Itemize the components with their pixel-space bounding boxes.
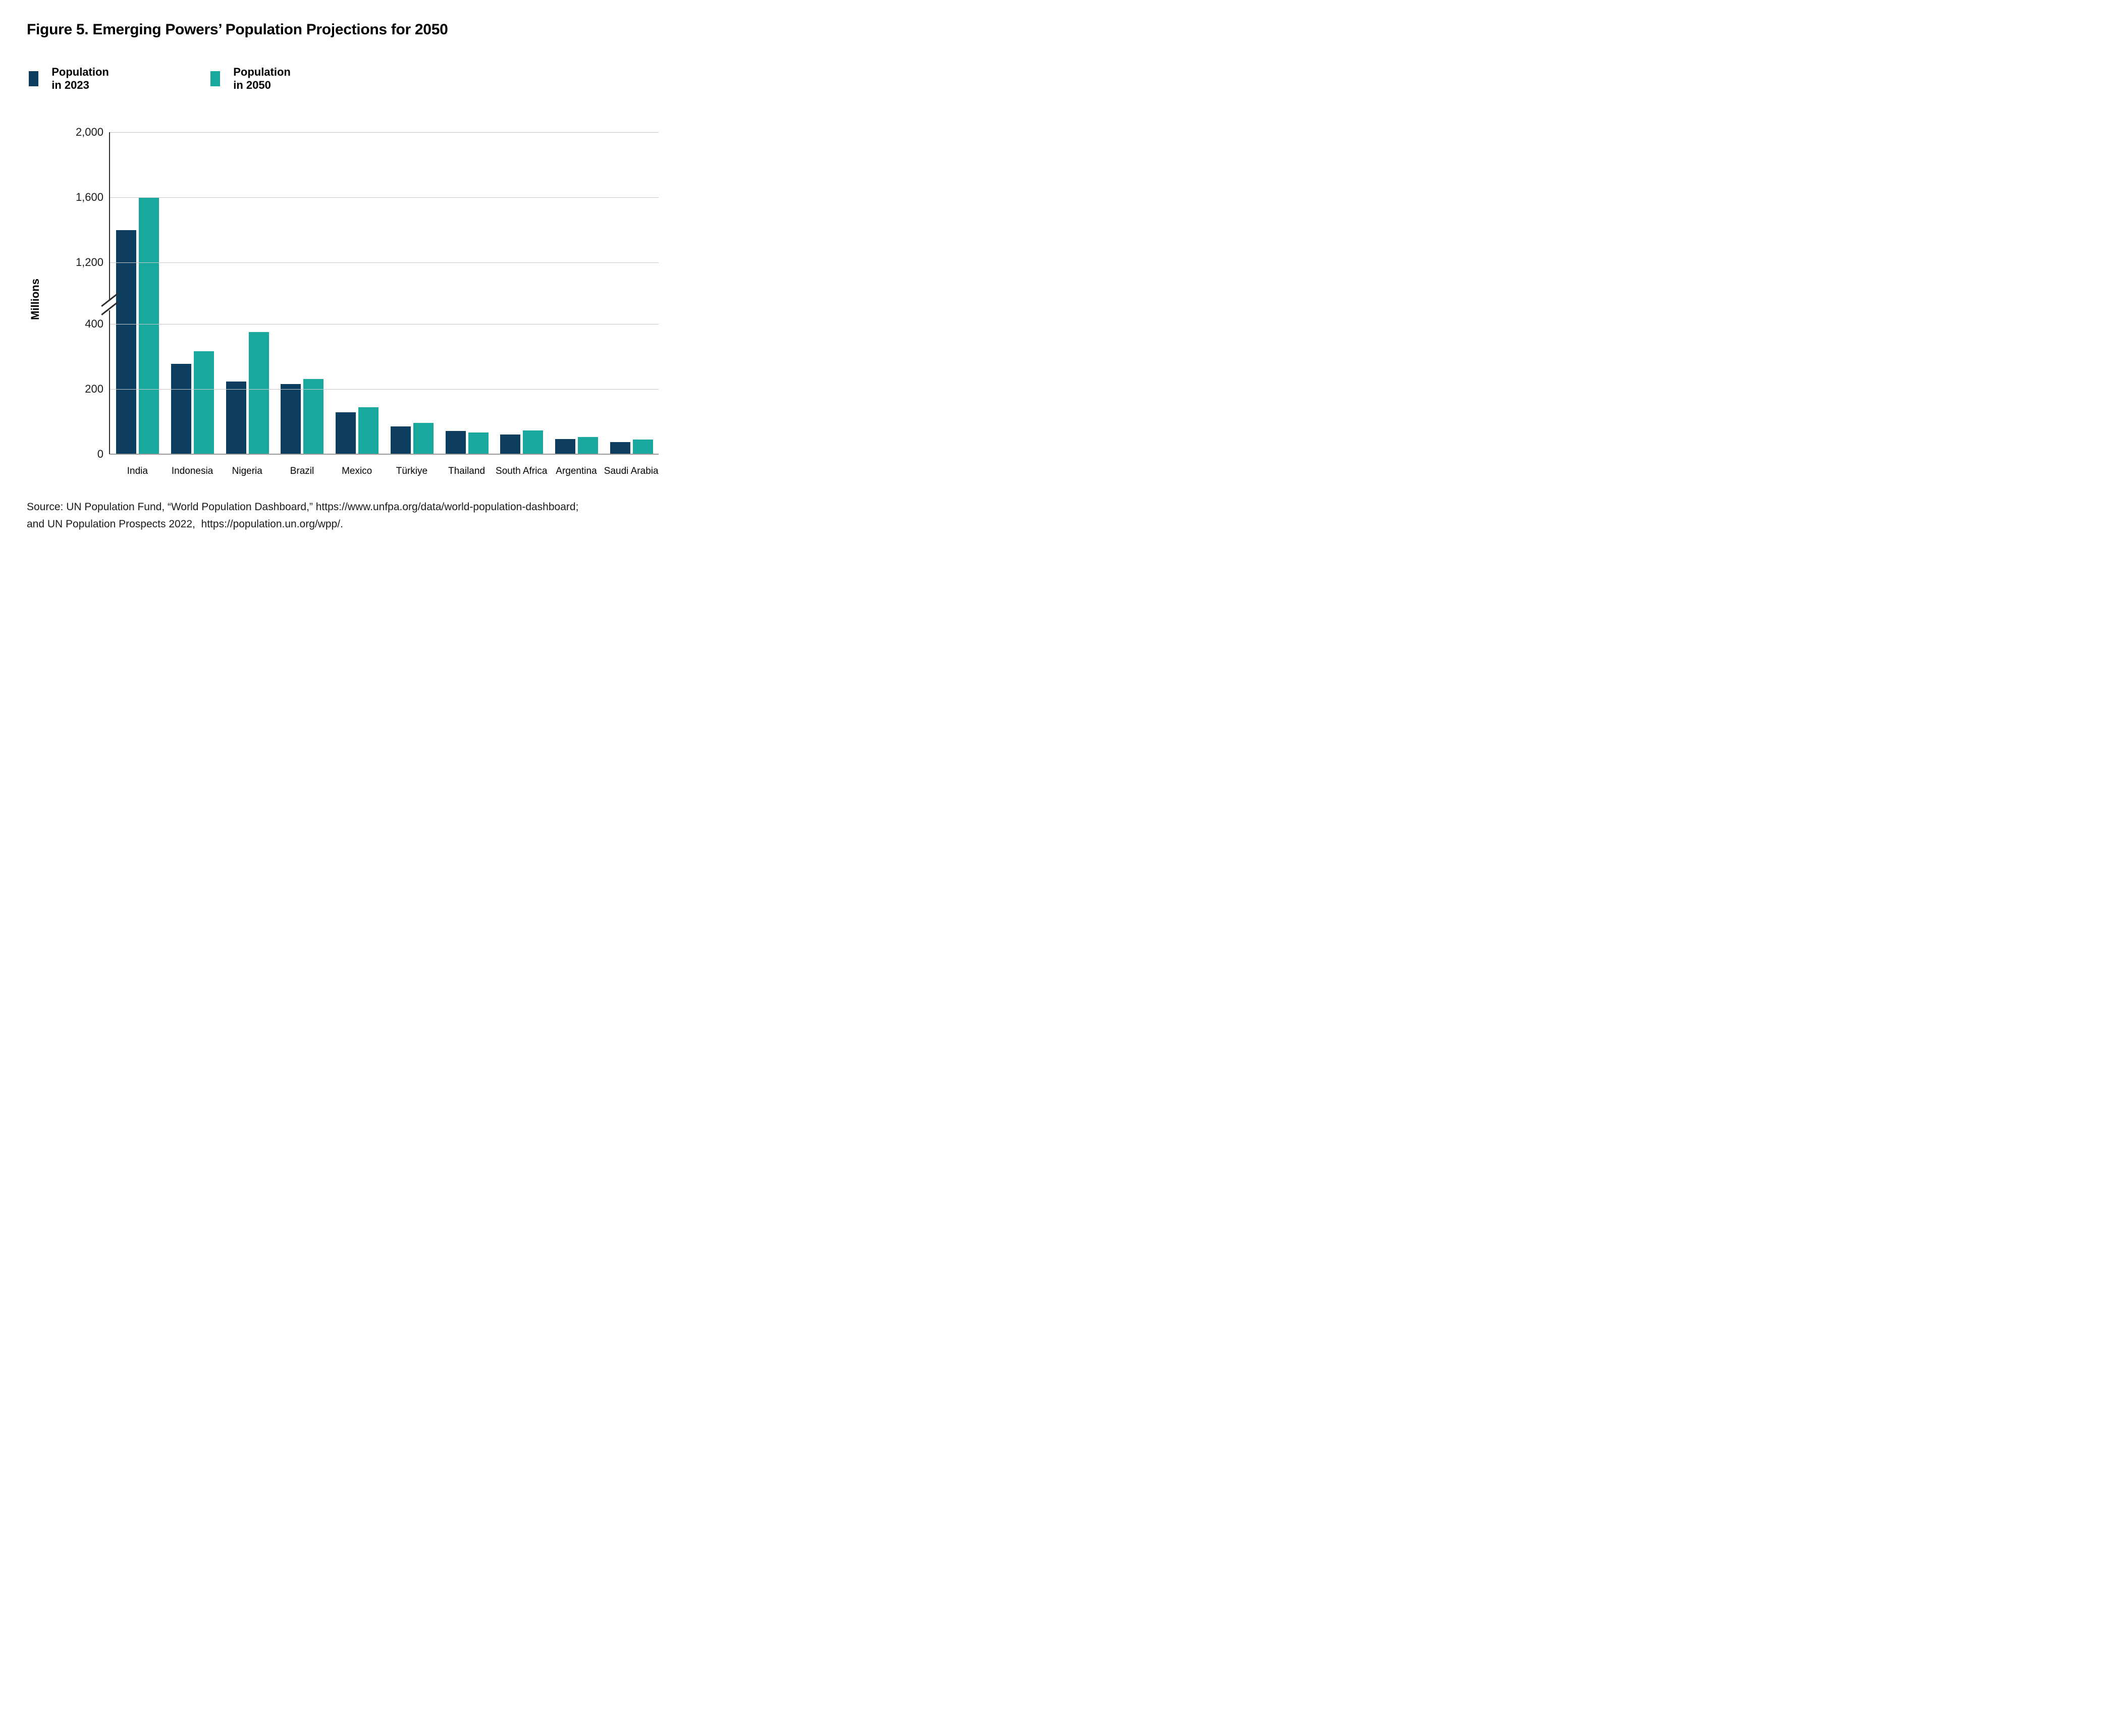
- bar-türkiye-2023: [390, 426, 411, 454]
- bar-argentina-2050: [577, 437, 598, 454]
- bar-argentina-2023: [555, 439, 575, 454]
- category-group-indonesia: [165, 132, 220, 454]
- legend-label-2050: Population in 2050: [233, 66, 291, 91]
- figure-canvas: Figure 5. Emerging Powers’ Population Pr…: [0, 0, 701, 579]
- category-label-nigeria: Nigeria: [232, 466, 262, 476]
- gridline-200: [110, 389, 659, 390]
- source-line-2: and UN Population Prospects 2022, https:…: [27, 518, 343, 530]
- category-label-saudi-arabia: Saudi Arabia: [604, 466, 659, 476]
- legend-item-2050: Population in 2050: [210, 66, 296, 92]
- y-tick-label-1600: 1,600: [75, 191, 103, 203]
- bar-thailand-2023: [445, 430, 466, 454]
- category-label-thailand: Thailand: [448, 466, 486, 476]
- bar-india-2050: [139, 197, 159, 454]
- source-line-1: Source: UN Population Fund, “World Popul…: [27, 501, 579, 513]
- category-label-india: India: [127, 466, 148, 476]
- bars-area: [110, 132, 659, 454]
- category-label-mexico: Mexico: [342, 466, 372, 476]
- bar-thailand-2050: [468, 432, 489, 454]
- legend-swatch-2023-icon: [29, 71, 39, 86]
- category-group-brazil: [275, 132, 330, 454]
- y-axis-line: [109, 132, 110, 454]
- category-label-türkiye: Türkiye: [396, 466, 428, 476]
- category-group-türkiye: [385, 132, 440, 454]
- bar-indonesia-2023: [171, 364, 192, 454]
- bar-indonesia-2050: [194, 351, 214, 454]
- y-tick-label-1200: 1,200: [75, 256, 103, 268]
- category-label-south-africa: South Africa: [496, 466, 548, 476]
- source-note: Source: UN Population Fund, “World Popul…: [27, 499, 578, 533]
- figure-title: Figure 5. Emerging Powers’ Population Pr…: [27, 21, 448, 38]
- bar-south-africa-2023: [500, 435, 521, 454]
- y-tick-label-400: 400: [85, 317, 103, 330]
- category-group-nigeria: [220, 132, 275, 454]
- category-group-south-africa: [494, 132, 549, 454]
- category-group-argentina: [549, 132, 604, 454]
- legend-item-2023: Population in 2023: [29, 66, 115, 92]
- bar-mexico-2050: [358, 407, 379, 454]
- gridline-1200: [110, 262, 659, 263]
- bar-mexico-2023: [336, 412, 356, 454]
- bar-saudi-arabia-2050: [632, 439, 653, 454]
- bar-brazil-2050: [303, 379, 324, 454]
- legend-label-2023: Population in 2023: [51, 66, 109, 91]
- category-group-saudi-arabia: [604, 132, 659, 454]
- bar-south-africa-2050: [523, 430, 544, 454]
- legend-swatch-2050-icon: [210, 71, 221, 86]
- bar-saudi-arabia-2023: [610, 442, 630, 454]
- category-label-indonesia: Indonesia: [171, 466, 213, 476]
- bar-türkiye-2050: [413, 423, 434, 454]
- category-group-mexico: [330, 132, 385, 454]
- bar-nigeria-2050: [248, 332, 269, 454]
- y-tick-label-200: 200: [85, 383, 103, 395]
- category-label-brazil: Brazil: [290, 466, 314, 476]
- bar-nigeria-2023: [226, 381, 246, 454]
- gridline-1600: [110, 197, 659, 198]
- category-axis: India Indonesia Nigeria Brazil Mexico Türkiye…: [110, 466, 659, 477]
- bar-brazil-2023: [281, 384, 301, 454]
- y-tick-label-2000: 2,000: [75, 126, 103, 138]
- category-group-india: [110, 132, 165, 454]
- y-tick-label-0: 0: [97, 448, 103, 460]
- category-label-argentina: Argentina: [556, 466, 597, 476]
- bar-india-2023: [116, 230, 137, 454]
- gridline-2000: [110, 132, 659, 133]
- category-group-thailand: [439, 132, 494, 454]
- x-axis-baseline: [110, 454, 659, 455]
- plot-area: Millions 0 200 400 1,200 1,600 2,000: [29, 126, 659, 460]
- y-axis-title: Millions: [29, 279, 41, 320]
